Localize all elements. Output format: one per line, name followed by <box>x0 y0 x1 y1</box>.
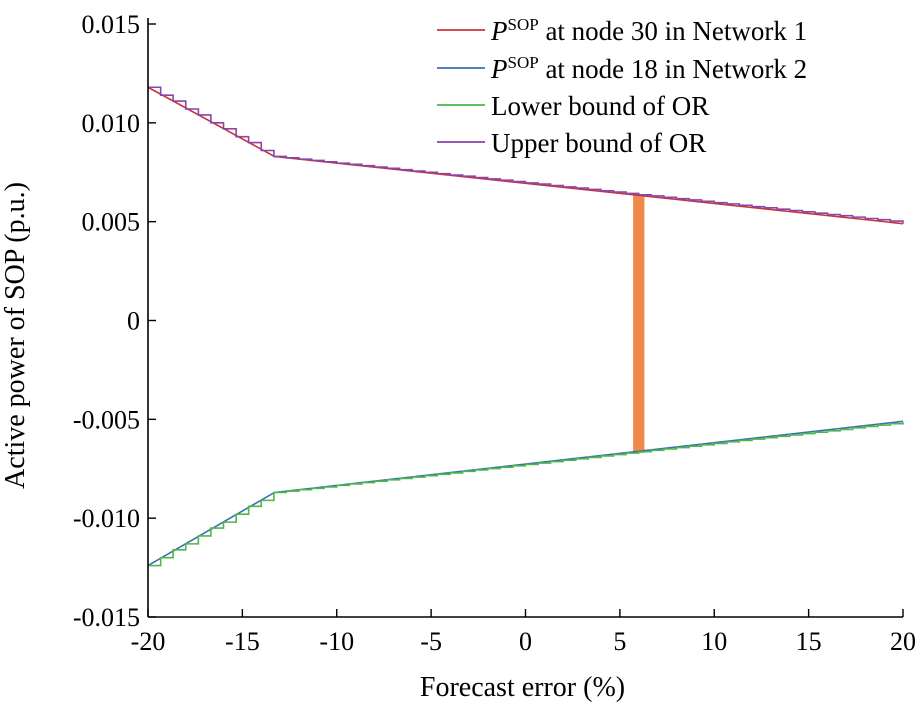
x-tick-label: 0 <box>519 627 532 656</box>
legend-symbol: P <box>490 54 508 84</box>
x-tick-label: 5 <box>613 627 626 656</box>
legend-entry-1: PSOP at node 30 in Network 1 <box>490 15 807 46</box>
x-tick-label: 20 <box>890 627 916 656</box>
series-line-2 <box>147 420 904 567</box>
y-tick-label: 0.005 <box>82 208 141 237</box>
x-tick-label: -5 <box>420 627 442 656</box>
legend-label: at node 18 in Network 2 <box>539 54 807 84</box>
x-tick-label: -10 <box>319 627 354 656</box>
highlight-bar <box>633 193 645 453</box>
legend-superscript: SOP <box>508 15 539 34</box>
series-line-4 <box>148 86 904 224</box>
series-line-3 <box>148 422 904 567</box>
x-tick-label: 15 <box>796 627 822 656</box>
x-tick-label: -15 <box>225 627 260 656</box>
y-tick-label: 0.010 <box>82 109 141 138</box>
y-tick-label: -0.015 <box>73 603 140 632</box>
y-tick-label: 0.015 <box>82 10 141 39</box>
x-axis-label: Forecast error (%) <box>420 672 625 703</box>
legend-symbol: P <box>490 16 508 46</box>
legend-entry-4: Upper bound of OR <box>491 128 706 158</box>
legend-superscript: SOP <box>508 53 539 72</box>
y-axis-label: Active power of SOP (p.u.) <box>0 182 31 489</box>
legend-entry-3: Lower bound of OR <box>491 91 709 121</box>
x-tick-label: 10 <box>701 627 727 656</box>
x-tick-label: -20 <box>131 627 166 656</box>
series-layer <box>147 86 904 567</box>
legend-entry-2: PSOP at node 18 in Network 2 <box>490 53 807 84</box>
legend-label: at node 30 in Network 1 <box>539 16 807 46</box>
axes-layer: 0.015 0.010 0.005 0 -0.005 -0.010 -0.015-20 -15… <box>73 10 916 656</box>
y-tick-label: 0 <box>127 307 140 336</box>
y-tick-label: -0.005 <box>73 405 140 434</box>
y-tick-label: -0.010 <box>73 504 140 533</box>
